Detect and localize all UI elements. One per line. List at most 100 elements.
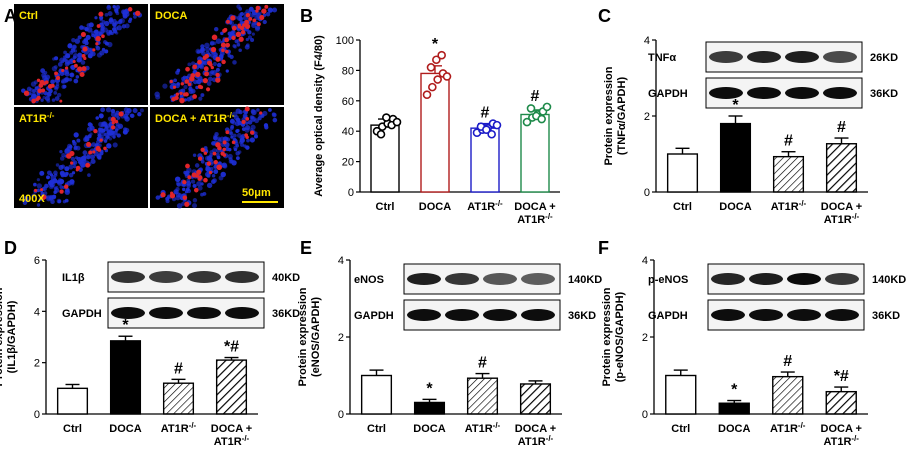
- nucleus-dot: [73, 145, 78, 150]
- nucleus-dot: [101, 47, 106, 52]
- nucleus-dot: [112, 22, 117, 28]
- nucleus-dot: [64, 58, 68, 62]
- nucleus-dot: [39, 170, 45, 176]
- x-tick-label: AT1R-/-: [770, 421, 806, 436]
- x-tick-label-line2: AT1R-/-: [214, 434, 250, 449]
- blot-band: [483, 273, 517, 285]
- f480-marker-dot: [42, 82, 46, 86]
- nucleus-dot: [213, 169, 219, 175]
- x-tick-label-main: AT1R: [771, 201, 799, 213]
- nucleus-dot: [216, 136, 221, 141]
- nucleus-dot: [184, 190, 189, 194]
- nucleus-dot: [64, 148, 71, 154]
- nucleus-dot: [118, 18, 123, 23]
- nucleus-dot: [59, 185, 64, 189]
- nucleus-dot: [50, 79, 55, 85]
- nucleus-dot: [71, 139, 76, 144]
- f480-marker-dot: [191, 172, 197, 178]
- nucleus-dot: [86, 23, 92, 28]
- nucleus-dot: [252, 13, 257, 18]
- x-tick-label-line2: AT1R-/-: [518, 434, 554, 449]
- nucleus-dot: [77, 35, 82, 40]
- f480-marker-dot: [197, 177, 202, 181]
- nucleus-dot: [86, 155, 91, 160]
- bar-doca: [519, 383, 552, 415]
- nucleus-dot: [113, 29, 118, 34]
- f480-marker-dot: [215, 72, 220, 78]
- nucleus-dot: [65, 187, 70, 193]
- nucleus-dot: [228, 159, 233, 164]
- nucleus-dot: [200, 47, 205, 52]
- nucleus-dot: [154, 91, 160, 97]
- bar-ctrl: [665, 374, 697, 415]
- nucleus-dot: [70, 65, 74, 69]
- x-tick-label-main: Ctrl: [367, 423, 386, 435]
- f480-marker-dot: [231, 35, 236, 41]
- nucleus-dot: [177, 193, 183, 198]
- nucleus-dot: [79, 25, 84, 30]
- f480-marker-dot: [180, 82, 184, 86]
- f480-marker-dot: [252, 18, 257, 23]
- y-tick-label: 2: [338, 332, 344, 344]
- nucleus-dot: [68, 144, 73, 149]
- y-axis-label: (p-eNOS/GAPDH): [614, 291, 626, 382]
- f480-marker-dot: [203, 66, 209, 72]
- x-tick-label-line2-sup: -/-: [545, 212, 553, 221]
- f480-marker-dot: [204, 71, 210, 77]
- data-point: [482, 125, 491, 134]
- nucleus-dot: [43, 191, 48, 196]
- nucleus-dot: [62, 173, 67, 178]
- f480-marker-dot: [40, 88, 46, 93]
- nucleus-dot: [53, 186, 58, 190]
- nucleus-dot: [215, 38, 222, 44]
- nucleus-dot: [240, 142, 245, 147]
- f480-marker-dot: [259, 14, 265, 21]
- nucleus-dot: [245, 121, 249, 125]
- nucleus-dot: [104, 20, 110, 27]
- f480-marker-dot: [82, 46, 88, 52]
- f480-marker-dot: [225, 42, 231, 48]
- blot-f: p-eNOS 140KD GAPDH 36KD: [648, 263, 906, 331]
- y-tick-label: 4: [338, 255, 344, 267]
- f480-marker-dot: [99, 138, 103, 142]
- nucleus-dot: [53, 170, 58, 176]
- y-axis-label: (eNOS/GAPDH): [310, 297, 322, 377]
- y-tick-label: 2: [642, 332, 648, 344]
- f480-marker-dot: [223, 27, 228, 32]
- x-tick-label: AT1R-/-: [465, 421, 501, 436]
- x-tick-label-line2-sup: -/-: [852, 212, 860, 221]
- f480-marker-dot: [76, 66, 83, 72]
- nucleus-dot: [244, 127, 250, 133]
- nucleus-dot: [230, 126, 234, 130]
- x-tick-label: DOCA +: [821, 423, 862, 435]
- x-tick-label: DOCA: [109, 423, 141, 435]
- nucleus-dot: [173, 78, 178, 83]
- nucleus-dot: [181, 76, 186, 81]
- nucleus-dot: [104, 12, 109, 17]
- x-tick-label-main: DOCA: [109, 423, 141, 435]
- blot-band: [711, 309, 745, 321]
- f480-marker-dot: [202, 78, 208, 84]
- nucleus-dot: [54, 85, 58, 90]
- blot-band: [787, 309, 821, 321]
- nucleus-dot: [196, 181, 202, 187]
- nucleus-dot: [95, 46, 101, 51]
- nucleus-dot: [104, 49, 109, 54]
- blot-band: [407, 309, 441, 321]
- f480-marker-dot: [259, 111, 263, 115]
- nucleus-dot: [44, 91, 49, 96]
- chart-b: 0 20 40 60 80 100 Average optical density (F4/…: [313, 35, 560, 226]
- blot-band: [785, 87, 819, 99]
- blot-band: [825, 309, 859, 321]
- nucleus-dot: [174, 176, 181, 183]
- nucleus-dot: [212, 148, 217, 154]
- nucleus-dot: [132, 108, 138, 114]
- bar-doca: [825, 143, 858, 193]
- f480-marker-dot: [197, 156, 203, 161]
- nucleus-dot: [200, 44, 205, 49]
- y-tick-label: 80: [342, 65, 354, 77]
- nucleus-dot: [122, 13, 128, 19]
- f480-marker-dot: [179, 97, 185, 104]
- nucleus-dot: [273, 113, 277, 117]
- nucleus-dot: [110, 111, 117, 118]
